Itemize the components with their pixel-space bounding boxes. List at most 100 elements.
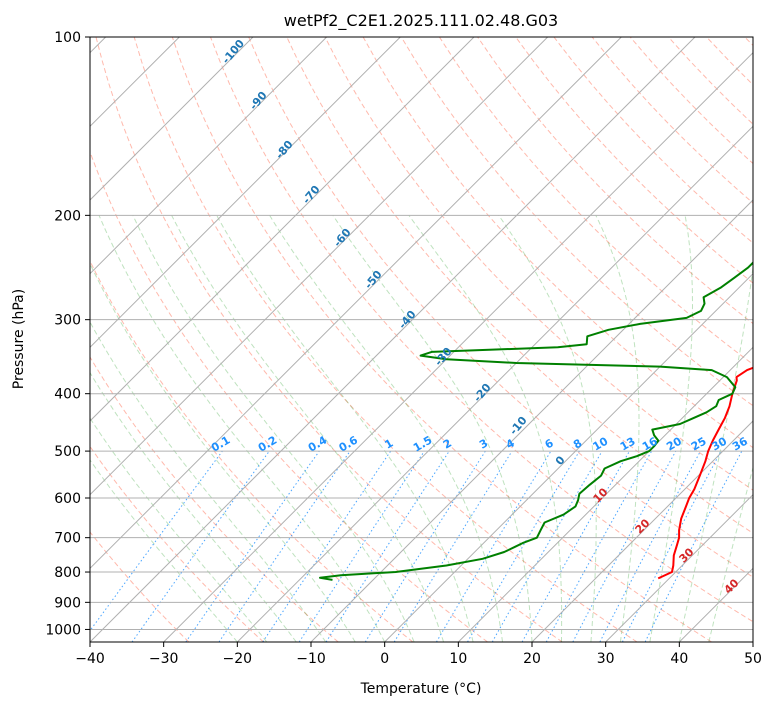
isotherm-line bbox=[310, 199, 753, 642]
mixing-ratio-line bbox=[467, 450, 580, 642]
moist-adiabat bbox=[90, 417, 268, 642]
isotherm-line bbox=[236, 125, 753, 642]
dry-adiabat-label: -30 bbox=[432, 345, 455, 369]
isotherm-line bbox=[90, 37, 696, 642]
background-lines bbox=[90, 37, 753, 642]
y-tick-label: 300 bbox=[54, 313, 81, 329]
mixing-ratio-label: 6 bbox=[543, 436, 556, 451]
isotherm-line bbox=[605, 493, 753, 642]
x-tick-label: −40 bbox=[75, 651, 105, 667]
x-axis-label: Temperature (°C) bbox=[360, 681, 482, 697]
x-axis-ticks: −40 −30 −20 −10 0 10 20 30 40 50 bbox=[75, 642, 762, 667]
x-tick-label: −30 bbox=[149, 651, 179, 667]
dry-adiabat bbox=[744, 37, 753, 47]
dry-adiabat bbox=[210, 37, 753, 623]
mixing-ratio-label: 4 bbox=[504, 436, 517, 451]
dry-adiabat bbox=[400, 37, 753, 407]
moist-adiabat bbox=[132, 215, 415, 642]
isotherm-line bbox=[90, 37, 622, 570]
moist-adiabat bbox=[171, 215, 445, 642]
data-series bbox=[319, 261, 753, 581]
mixing-ratio-label: 2 bbox=[441, 437, 454, 452]
dry-adiabat-label: -60 bbox=[331, 226, 354, 250]
isotherm-line bbox=[90, 37, 328, 275]
moist-adiabat bbox=[408, 215, 563, 642]
moist-adiabat bbox=[649, 215, 693, 642]
mixing-ratio-line bbox=[298, 450, 425, 642]
dry-adiabat-label: 0 bbox=[553, 453, 568, 467]
x-tick-label: 40 bbox=[670, 651, 688, 667]
mixing-ratio-line bbox=[90, 450, 223, 632]
dry-adiabat bbox=[90, 150, 488, 642]
mixing-ratio-line bbox=[185, 450, 320, 642]
dry-adiabat-label: -20 bbox=[471, 381, 494, 405]
y-tick-label: 1000 bbox=[45, 622, 81, 638]
moist-adiabat bbox=[269, 215, 503, 642]
x-tick-label: 30 bbox=[597, 651, 615, 667]
isotherm-line bbox=[90, 37, 475, 422]
moist-adiabat-label: 20 bbox=[633, 516, 653, 536]
y-axis-label: Pressure (hPa) bbox=[11, 289, 27, 389]
y-axis-ticks: 100 200 300 400 500 600 700 800 900 1000 bbox=[45, 30, 90, 638]
dry-adiabat bbox=[706, 37, 753, 86]
dry-adiabat bbox=[324, 37, 753, 491]
moist-adiabat bbox=[708, 465, 753, 642]
isotherm-line bbox=[678, 567, 753, 642]
y-tick-label: 700 bbox=[54, 531, 81, 547]
background-line-labels: 0.1 0.2 0.4 0.6 1 1.5 2 3 4 6 8 10 13 16 20 25 30 36-100-… bbox=[209, 37, 750, 597]
dry-adiabat bbox=[362, 37, 753, 449]
x-tick-label: −20 bbox=[223, 651, 253, 667]
isotherm-line bbox=[90, 37, 401, 349]
y-tick-label: 100 bbox=[54, 30, 81, 46]
dewpoint-profile-line bbox=[319, 261, 753, 581]
moist-adiabat bbox=[332, 215, 533, 642]
temperature-profile-line bbox=[657, 366, 753, 580]
x-tick-label: 10 bbox=[449, 651, 467, 667]
x-tick-label: 0 bbox=[380, 651, 389, 667]
mixing-ratio-line bbox=[325, 450, 450, 642]
chart-title-group: wetPf2_C2E1.2025.111.02.48.G03 bbox=[284, 11, 558, 31]
dry-adiabat bbox=[133, 37, 638, 642]
dry-adiabat-label: -100 bbox=[219, 37, 247, 67]
y-tick-label: 900 bbox=[54, 595, 81, 611]
dry-adiabat bbox=[171, 37, 712, 642]
dry-adiabat bbox=[90, 531, 190, 642]
isotherm-line bbox=[752, 641, 753, 642]
moist-adiabat bbox=[498, 215, 597, 642]
moist-adiabat bbox=[90, 371, 297, 642]
isotherm-line bbox=[90, 37, 549, 496]
y-tick-label: 800 bbox=[54, 565, 81, 581]
y-tick-label: 400 bbox=[54, 387, 81, 403]
dry-adiabat bbox=[438, 37, 753, 366]
mixing-ratio-label: 1 bbox=[382, 437, 395, 452]
dry-adiabat-label: -80 bbox=[273, 138, 296, 162]
x-tick-label: −10 bbox=[296, 651, 326, 667]
isotherm-line bbox=[531, 420, 753, 642]
mixing-ratio-line bbox=[218, 450, 351, 642]
y-tick-label: 600 bbox=[54, 491, 81, 507]
x-tick-label: 20 bbox=[523, 651, 541, 667]
y-tick-label: 500 bbox=[54, 444, 81, 460]
dry-adiabat bbox=[90, 356, 339, 642]
mixing-ratio-line bbox=[131, 450, 270, 642]
mixing-ratio-line bbox=[644, 450, 743, 642]
moist-adiabat-label: 30 bbox=[677, 545, 697, 565]
dry-adiabat bbox=[248, 37, 753, 578]
dry-adiabat-label: -50 bbox=[362, 268, 385, 292]
dry-adiabat bbox=[90, 259, 414, 642]
isotherm-line bbox=[90, 37, 254, 201]
mixing-ratio-line bbox=[521, 450, 630, 642]
isotherm-line bbox=[457, 346, 753, 642]
moist-adiabat bbox=[90, 459, 238, 642]
isotherm-line bbox=[384, 272, 753, 642]
moist-adiabat bbox=[595, 215, 640, 642]
dry-adiabat-label: -70 bbox=[300, 183, 323, 207]
x-tick-label: 50 bbox=[744, 651, 762, 667]
isotherm-line bbox=[163, 51, 753, 642]
plot-frame bbox=[89, 36, 754, 643]
moist-adiabat bbox=[98, 215, 386, 642]
mixing-ratio-line bbox=[545, 450, 653, 642]
dry-adiabat bbox=[515, 37, 753, 284]
moist-adiabat bbox=[90, 321, 327, 642]
